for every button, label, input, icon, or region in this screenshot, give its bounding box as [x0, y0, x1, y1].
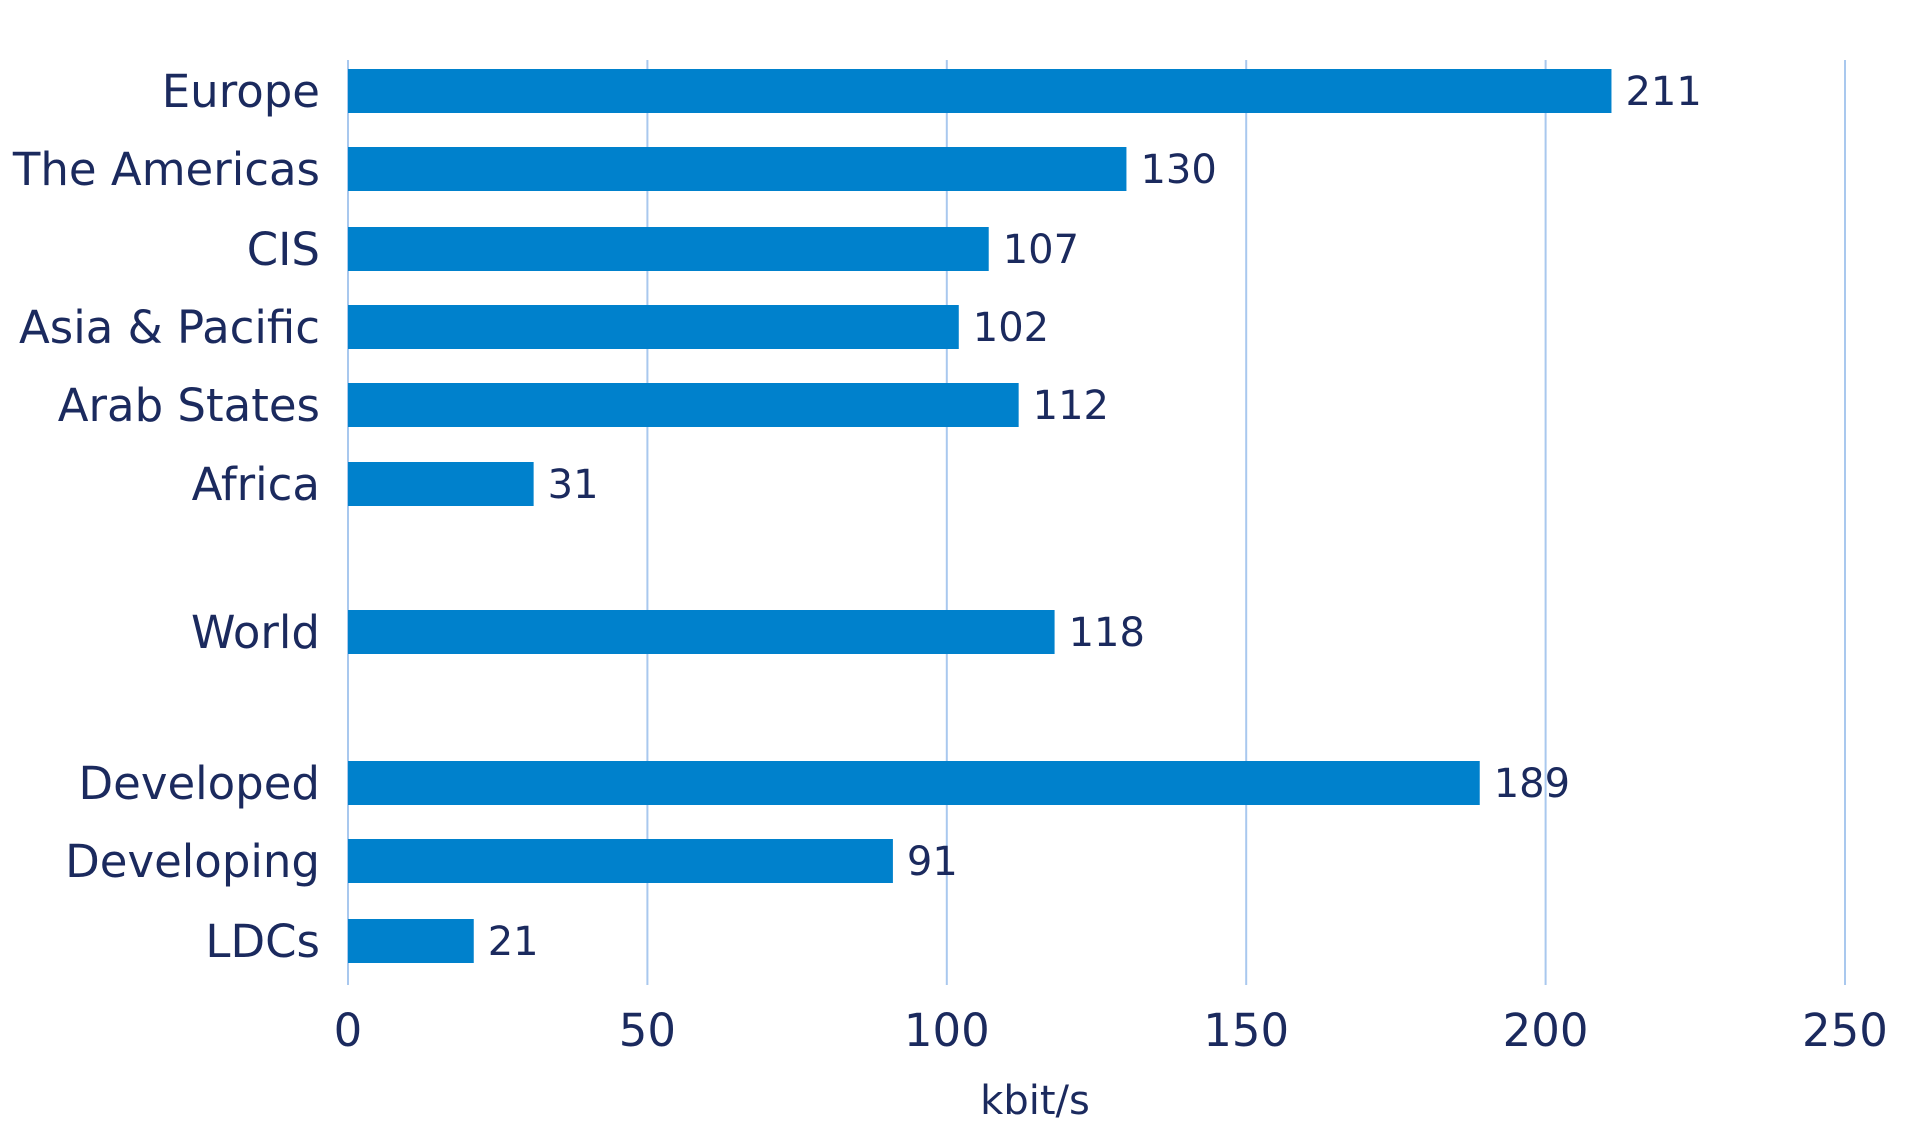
data-label-europe: 211	[1625, 69, 1701, 115]
category-label-africa: Africa	[192, 458, 320, 511]
category-label-developing: Developing	[65, 835, 320, 888]
category-label-cis: CIS	[247, 223, 320, 276]
data-label-africa: 31	[548, 462, 599, 508]
data-label-asia-pacific: 102	[973, 305, 1049, 351]
bar-ldcs	[348, 919, 474, 963]
bar-world	[348, 610, 1055, 654]
bar-developing	[348, 839, 893, 883]
x-tick-label-50: 50	[619, 1004, 676, 1057]
bar-europe	[348, 69, 1612, 113]
category-label-asia-pacific: Asia & Pacific	[19, 301, 320, 354]
data-label-developed: 189	[1494, 761, 1570, 807]
x-tick-label-100: 100	[904, 1004, 990, 1057]
category-label-europe: Europe	[162, 65, 320, 118]
x-tick-label-150: 150	[1203, 1004, 1289, 1057]
data-label-world: 118	[1069, 610, 1145, 656]
category-label-ldcs: LDCs	[205, 915, 320, 968]
x-axis-title: kbit/s	[980, 1078, 1090, 1124]
category-label-world: World	[191, 606, 320, 659]
x-tick-label-250: 250	[1802, 1004, 1888, 1057]
data-label-developing: 91	[907, 839, 958, 885]
data-label-ldcs: 21	[488, 919, 539, 965]
category-label-developed: Developed	[78, 757, 320, 810]
data-label-cis: 107	[1003, 227, 1079, 273]
x-tick-label-0: 0	[334, 1004, 363, 1057]
x-tick-label-200: 200	[1503, 1004, 1589, 1057]
bars	[348, 69, 1612, 963]
data-labels: 211 130 107 102 112 31 118 189 91 21	[488, 69, 1702, 965]
bar-africa	[348, 462, 534, 506]
data-label-the-americas: 130	[1140, 147, 1216, 193]
gridlines	[347, 60, 1846, 985]
bar-cis	[348, 227, 989, 271]
data-label-arab-states: 112	[1033, 383, 1109, 429]
x-axis-ticks: 0 50 100 150 200 250	[334, 1004, 1888, 1057]
category-label-the-americas: The Americas	[12, 143, 320, 196]
bar-arab-states	[348, 383, 1019, 427]
bar-the-americas	[348, 147, 1127, 191]
category-labels: Europe The Americas CIS Asia & Pacific Arab …	[12, 65, 320, 968]
bar-developed	[348, 761, 1480, 805]
bar-asia-pacific	[348, 305, 959, 349]
category-label-arab-states: Arab States	[58, 379, 320, 432]
